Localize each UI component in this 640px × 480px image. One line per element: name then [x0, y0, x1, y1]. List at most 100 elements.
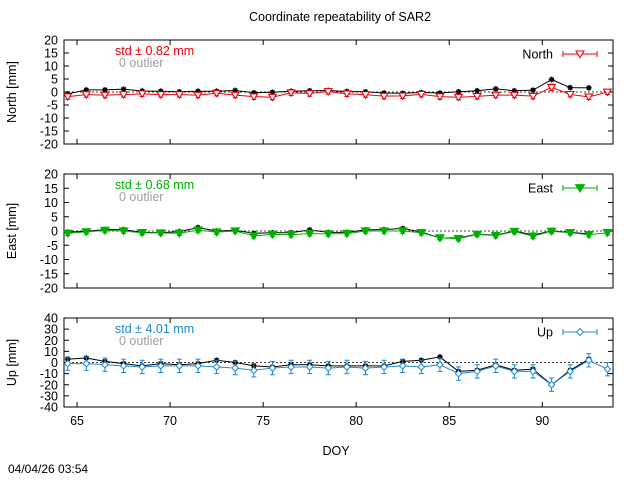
east-std-text: std ± 0.68 mm — [115, 178, 194, 192]
north-data-point — [286, 89, 296, 98]
up-data-point — [584, 356, 593, 365]
east-ytick-label: 20 — [44, 168, 58, 182]
up-series-line — [67, 359, 608, 386]
up-std-text: std ± 4.01 mm — [115, 322, 194, 336]
up-xtick-label: 85 — [442, 414, 456, 428]
north-data-point — [379, 92, 389, 101]
north-data-point — [174, 91, 185, 100]
north-ytick-label: -15 — [40, 125, 58, 139]
north-reference-point — [437, 90, 443, 96]
north-data-point — [360, 91, 371, 100]
x-axis-label: DOY — [322, 444, 350, 458]
east-data-point — [472, 230, 483, 240]
east-data-point — [453, 235, 464, 244]
north-data-point — [304, 90, 315, 99]
north-y-axis-label: North [mm] — [5, 61, 19, 123]
east-series-line — [67, 229, 608, 240]
up-data-point — [212, 363, 221, 371]
north-data-point — [490, 91, 501, 100]
up-data-point — [194, 361, 202, 370]
up-ytick-label: -30 — [40, 389, 58, 403]
up-data-point — [324, 364, 333, 372]
east-data-point — [360, 227, 371, 236]
up-xtick-label: 90 — [535, 414, 549, 428]
north-data-point — [100, 91, 110, 100]
up-data-point — [119, 361, 128, 370]
up-ytick-label: -20 — [40, 378, 58, 392]
east-data-point — [379, 227, 390, 236]
east-data-point — [248, 232, 259, 241]
north-data-point — [565, 90, 575, 99]
up-xtick-label: 75 — [256, 414, 270, 428]
north-reference-point — [269, 89, 276, 96]
east-outlier-text: 0 outlier — [119, 190, 163, 204]
north-ytick-label: -20 — [40, 138, 58, 152]
east-ytick-label: 5 — [51, 210, 58, 224]
north-data-point — [81, 91, 92, 100]
up-data-point — [380, 363, 389, 371]
north-data-point — [602, 88, 613, 97]
east-data-point — [323, 230, 334, 239]
north-std-text: std ± 0.82 mm — [115, 44, 194, 58]
east-data-point — [192, 226, 204, 235]
north-data-point — [453, 93, 464, 102]
north-reference-point — [120, 86, 127, 92]
up-data-point — [417, 363, 426, 371]
up-data-point — [454, 369, 463, 378]
east-data-point — [397, 227, 408, 236]
up-data-point — [436, 360, 444, 369]
north-data-point — [397, 92, 408, 101]
up-legend-label: Up — [537, 326, 553, 340]
east-data-point — [583, 231, 594, 240]
chart-title: Coordinate repeatability of SAR2 — [249, 10, 431, 24]
east-ytick-label: -15 — [40, 267, 58, 281]
north-outlier-text: 0 outlier — [119, 56, 163, 70]
up-ytick-label: 20 — [44, 334, 58, 348]
east-data-point — [118, 227, 129, 236]
up-ytick-label: -40 — [40, 401, 58, 415]
east-data-point — [490, 231, 501, 241]
up-legend-marker — [575, 327, 585, 337]
north-data-point — [528, 92, 538, 101]
east-ytick-label: 10 — [44, 196, 58, 210]
north-data-point — [416, 90, 427, 99]
east-ytick-label: 15 — [44, 182, 58, 196]
east-legend-marker — [574, 184, 586, 194]
up-xtick-label: 70 — [163, 414, 177, 428]
up-outlier-text: 0 outlier — [119, 334, 163, 348]
north-data-point — [193, 91, 203, 100]
north-reference-point — [474, 87, 480, 94]
east-y-axis-label: East [mm] — [5, 203, 19, 259]
up-data-point — [398, 361, 407, 370]
up-y-axis-label: Up [mm] — [5, 339, 19, 386]
north-reference-point — [492, 86, 499, 92]
east-data-point — [211, 228, 222, 237]
east-data-point — [81, 228, 92, 237]
up-ytick-label: -10 — [40, 367, 58, 381]
north-data-point — [118, 91, 129, 100]
north-ytick-label: 20 — [44, 34, 58, 48]
north-data-point — [62, 93, 73, 102]
north-ytick-label: 10 — [44, 60, 58, 74]
up-xtick-label: 65 — [70, 414, 84, 428]
east-data-point — [565, 229, 576, 238]
up-xtick-label: 80 — [349, 414, 363, 428]
north-data-point — [584, 93, 594, 102]
east-ytick-label: 0 — [51, 225, 58, 239]
north-data-point — [211, 89, 222, 98]
north-data-point — [435, 93, 445, 102]
up-data-point — [342, 363, 351, 371]
north-data-point — [323, 88, 334, 96]
north-data-point — [230, 91, 240, 100]
north-reference-point — [586, 85, 592, 91]
up-data-point — [529, 367, 537, 376]
up-data-point — [510, 367, 519, 376]
up-data-point — [268, 364, 277, 372]
up-data-point — [361, 364, 370, 372]
north-data-point — [137, 90, 147, 99]
north-data-point — [267, 93, 278, 102]
north-reference-point — [232, 87, 239, 94]
